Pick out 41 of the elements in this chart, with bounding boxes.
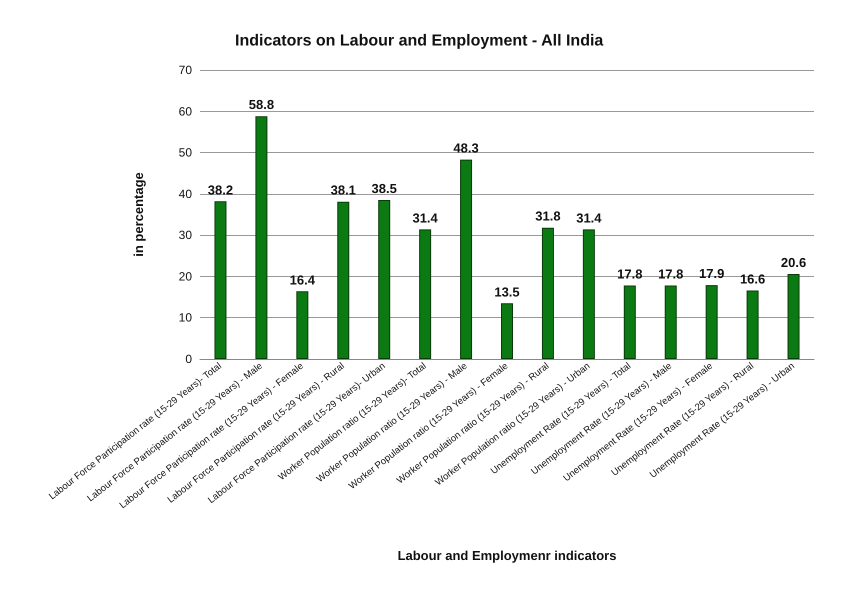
data-label: 16.4: [290, 272, 316, 288]
data-label: 38.1: [330, 182, 356, 198]
y-axis-title: in percentage: [131, 172, 146, 257]
data-label: 58.8: [248, 97, 274, 112]
bar: [419, 229, 432, 359]
bar: [542, 228, 554, 359]
bar: [378, 200, 390, 359]
bar: [664, 286, 677, 359]
y-tick-label: 50: [178, 146, 192, 160]
y-tick-label: 30: [178, 228, 192, 242]
data-label: 17.8: [617, 266, 642, 282]
data-label: 31.4: [412, 210, 439, 226]
data-label: 20.6: [780, 254, 806, 270]
y-tick-label: 60: [178, 104, 192, 118]
y-tick-label: 10: [178, 310, 192, 325]
y-tick-label: 0: [185, 352, 192, 366]
bar: [255, 116, 268, 359]
bar: [501, 303, 513, 359]
bar: [214, 201, 226, 359]
bar: [460, 160, 472, 359]
chart-title: Indicators on Labour and Employment - All India: [235, 32, 604, 50]
bar: [296, 291, 308, 359]
data-label: 17.8: [658, 266, 684, 282]
data-label: 38.5: [372, 181, 397, 196]
bar: [582, 229, 595, 359]
x-axis-title: Labour and Employmenr indicators: [398, 548, 616, 563]
bar: [706, 285, 718, 359]
data-label: 31.8: [535, 208, 561, 224]
data-label: 13.5: [494, 284, 520, 300]
bar: [337, 202, 350, 359]
data-label: 17.9: [699, 266, 724, 282]
data-label: 31.4: [576, 210, 602, 226]
bar: [624, 286, 636, 359]
y-tick-label: 20: [178, 269, 192, 284]
data-label: 48.3: [453, 140, 479, 156]
bar: [788, 274, 800, 359]
y-tick-label: 70: [178, 63, 192, 77]
y-tick-label: 40: [178, 186, 192, 201]
bar: [746, 290, 759, 359]
data-label: 16.6: [740, 271, 766, 286]
data-label: 38.2: [208, 182, 234, 198]
